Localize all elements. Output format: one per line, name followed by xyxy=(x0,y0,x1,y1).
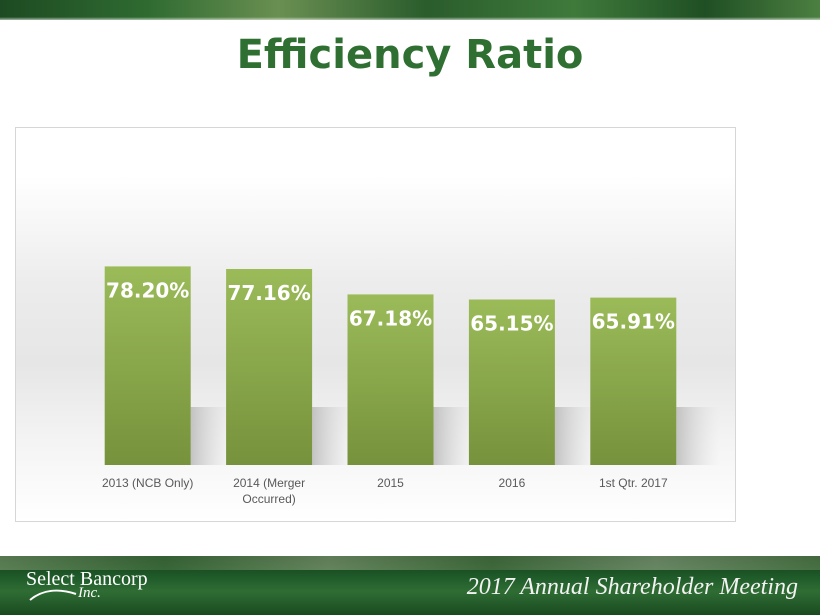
select-bancorp-logo: Select Bancorp Inc. xyxy=(26,568,156,604)
logo-wordmark: Select Bancorp xyxy=(26,568,148,590)
bar-shadows xyxy=(190,407,721,465)
category-label: 2014 (Merger xyxy=(233,476,305,490)
chart-canvas: 78.20% 77.16% 67.18% 65.15% 65.91% 2013 (NCB… xyxy=(102,266,721,506)
category-label: 2013 (NCB Only) xyxy=(102,476,193,490)
top-decorative-band xyxy=(0,0,820,20)
bottom-decorative-band xyxy=(0,556,820,615)
bar-shadow xyxy=(554,407,599,465)
category-label: 2016 xyxy=(499,476,526,490)
category-labels: 2013 (NCB Only) 2014 (Merger Occurred) 2015… xyxy=(102,476,668,506)
bar-shadow xyxy=(433,407,478,465)
slide-title: Efficiency Ratio xyxy=(236,32,584,78)
data-label: 67.18% xyxy=(349,306,432,330)
logo-swoosh-icon xyxy=(29,589,77,601)
data-label: 65.15% xyxy=(470,312,553,336)
bar xyxy=(226,269,313,465)
bar xyxy=(347,294,434,465)
bar xyxy=(468,299,555,465)
data-label: 65.91% xyxy=(592,310,675,334)
data-label: 78.20% xyxy=(106,278,189,302)
efficiency-ratio-chart: 78.20% 77.16% 67.18% 65.15% 65.91% 2013 (NCB… xyxy=(15,127,736,522)
data-labels: 78.20% 77.16% 67.18% 65.15% 65.91% xyxy=(106,278,675,335)
category-label: 1st Qtr. 2017 xyxy=(599,476,668,490)
bar xyxy=(590,297,677,465)
category-label: 2015 xyxy=(377,476,404,490)
logo-sub: Inc. xyxy=(78,585,101,601)
bar xyxy=(104,266,191,465)
bar-shadow xyxy=(190,407,235,465)
bar-shadow xyxy=(676,407,721,465)
bar-shadow xyxy=(312,407,357,465)
data-label: 77.16% xyxy=(227,281,310,305)
category-label: Occurred) xyxy=(242,492,295,506)
footer-meeting-title: 2017 Annual Shareholder Meeting xyxy=(466,574,798,600)
bars xyxy=(104,266,677,465)
